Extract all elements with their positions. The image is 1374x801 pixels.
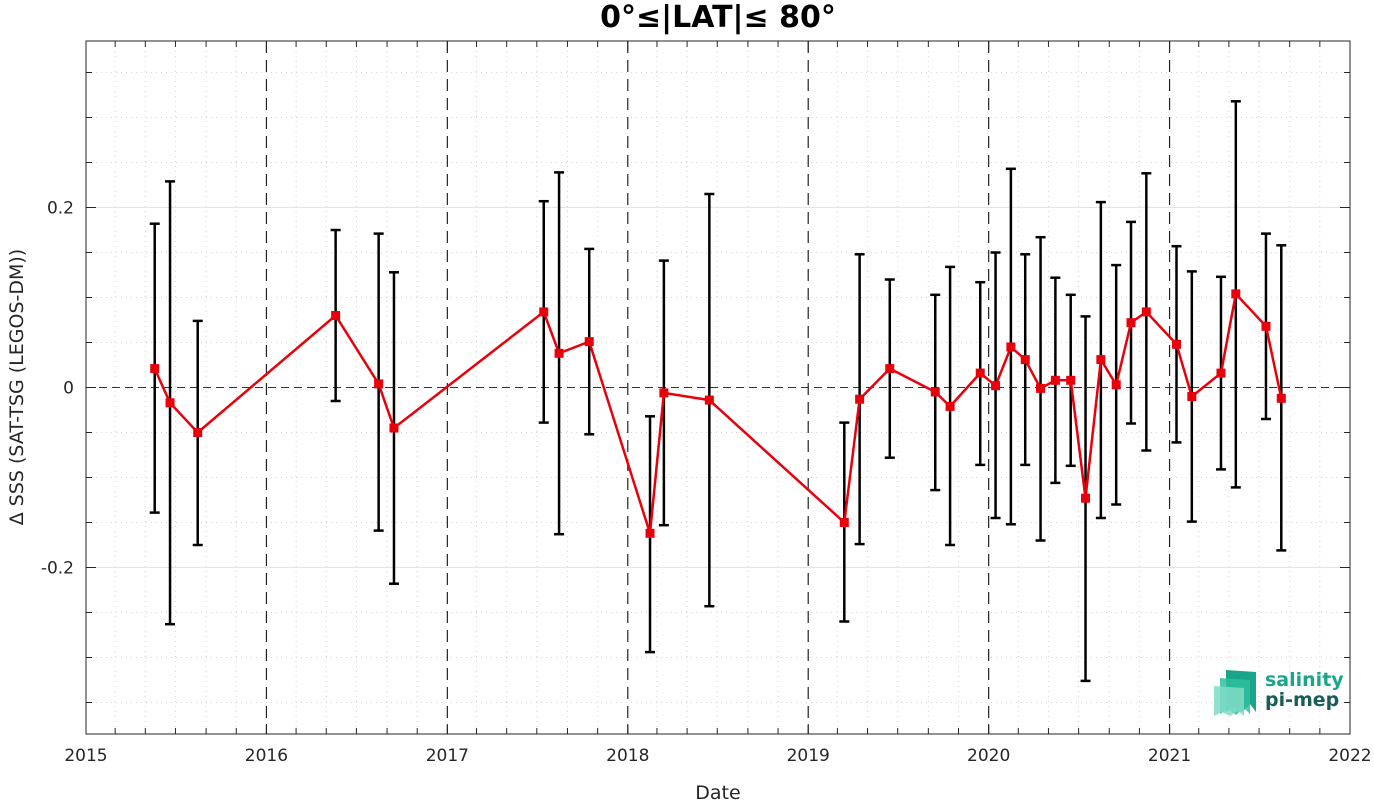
x-tick-label: 2015 bbox=[64, 746, 107, 766]
y-axis-title: Δ SSS (SAT-TSG (LEGOS-DM)) bbox=[6, 249, 28, 525]
x-tick-label: 2022 bbox=[1328, 746, 1371, 766]
x-axis-title: Date bbox=[695, 782, 740, 801]
data-point-marker bbox=[193, 428, 203, 437]
x-tick-label: 2018 bbox=[606, 746, 649, 766]
y-tick-label: -0.2 bbox=[41, 559, 74, 579]
data-point-marker bbox=[389, 423, 399, 433]
wave-logo-icon bbox=[1214, 670, 1256, 716]
major-grid bbox=[86, 207, 1350, 568]
data-point-marker bbox=[1096, 355, 1106, 365]
axis-ticks bbox=[85, 41, 1351, 734]
x-tick-label: 2017 bbox=[426, 746, 469, 766]
data-point-marker bbox=[554, 348, 564, 358]
data-point-marker bbox=[945, 401, 955, 411]
data-point-marker bbox=[1216, 368, 1226, 378]
x-tick-label: 2020 bbox=[967, 746, 1010, 766]
data-point-marker bbox=[930, 387, 940, 397]
series-markers bbox=[150, 289, 1286, 538]
logo-line2: pi-mep bbox=[1265, 689, 1339, 711]
data-point-marker bbox=[645, 528, 655, 538]
data-point-marker bbox=[975, 368, 985, 378]
salinity-pi-mep-logo: salinity pi-mep bbox=[1214, 669, 1344, 716]
y-tick-labels: -0.2 0 0.2 bbox=[41, 199, 74, 579]
x-tick-label: 2021 bbox=[1148, 746, 1191, 766]
data-point-marker bbox=[704, 395, 714, 405]
y-tick-label: 0.2 bbox=[47, 199, 74, 219]
data-point-marker bbox=[1006, 342, 1016, 352]
data-point-marker bbox=[991, 381, 1001, 391]
minor-grid bbox=[86, 41, 1350, 734]
data-point-marker bbox=[659, 388, 669, 398]
data-point-marker bbox=[1276, 393, 1286, 403]
data-point-marker bbox=[584, 337, 594, 347]
data-point-marker bbox=[165, 398, 175, 408]
data-point-marker bbox=[1050, 375, 1060, 385]
chart-title: 0°≤|LAT|≤ 80° bbox=[600, 0, 836, 35]
data-point-marker bbox=[1066, 375, 1076, 385]
logo-line1: salinity bbox=[1265, 669, 1344, 691]
data-point-marker bbox=[1261, 321, 1271, 331]
data-point-marker bbox=[1187, 392, 1197, 401]
data-point-marker bbox=[855, 394, 865, 404]
data-point-marker bbox=[1231, 289, 1241, 299]
data-point-marker bbox=[1081, 493, 1091, 503]
data-point-marker bbox=[539, 307, 549, 317]
data-point-marker bbox=[331, 311, 341, 320]
x-tick-label: 2019 bbox=[787, 746, 830, 766]
data-point-marker bbox=[1036, 383, 1046, 393]
data-point-marker bbox=[1171, 339, 1181, 349]
x-tick-labels: 2015 2016 2017 2018 2019 2020 2021 2022 bbox=[64, 746, 1371, 766]
y-tick-label: 0 bbox=[63, 379, 74, 399]
data-point-marker bbox=[839, 518, 849, 527]
data-point-marker bbox=[885, 364, 895, 374]
data-point-marker bbox=[1111, 380, 1121, 390]
data-point-marker bbox=[150, 364, 160, 374]
x-tick-label: 2016 bbox=[245, 746, 288, 766]
data-point-marker bbox=[1141, 307, 1151, 317]
data-point-marker bbox=[374, 379, 384, 389]
data-point-marker bbox=[1126, 318, 1136, 328]
data-point-marker bbox=[1020, 355, 1030, 365]
